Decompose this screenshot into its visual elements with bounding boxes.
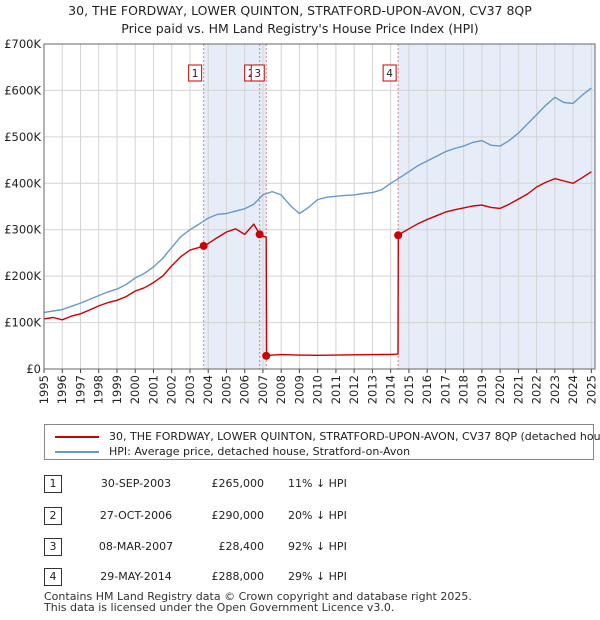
- x-tick-label: 2004: [201, 375, 215, 404]
- y-tick-label: £400K: [4, 176, 41, 190]
- x-tick-label: 2021: [511, 375, 525, 404]
- x-tick-label: 2010: [311, 375, 325, 404]
- sale-number-box: [382, 64, 397, 82]
- y-tick-label: £600K: [4, 83, 41, 97]
- legend-item-property: 30, THE FORDWAY, LOWER QUINTON, STRATFOR…: [55, 430, 600, 443]
- sale-price: £28,400: [218, 540, 265, 553]
- sale-price: £265,000: [211, 477, 265, 490]
- sale-hpi-diff: 29% ↓ HPI: [288, 570, 347, 583]
- footer-line-2: This data is licensed under the Open Gov…: [44, 601, 395, 614]
- sale-number-badge: 3: [44, 538, 62, 556]
- legend-item-hpi: HPI: Average price, detached house, Stra…: [55, 445, 410, 458]
- x-tick-label: 2020: [493, 375, 507, 404]
- y-tick-label: £500K: [4, 130, 41, 144]
- x-tick-label: 2001: [146, 375, 160, 404]
- sale-price: £290,000: [211, 509, 265, 522]
- sale-number-label: 1: [192, 68, 199, 80]
- sale-number-box: [250, 64, 265, 82]
- sale-number-badge: 1: [44, 475, 62, 493]
- sale-hpi-diff: 11% ↓ HPI: [288, 477, 347, 490]
- sale-point: [394, 231, 403, 240]
- x-tick-label: 2000: [128, 375, 142, 404]
- hpi-series-line: [43, 87, 592, 314]
- x-tick-label: 2023: [548, 375, 562, 404]
- sale-date: 29-MAY-2014: [100, 570, 172, 583]
- x-tick-label: 1996: [55, 375, 69, 404]
- x-tick-label: 2006: [238, 375, 252, 404]
- x-tick-label: 1997: [73, 375, 87, 404]
- plot-frame: [43, 43, 596, 370]
- chart-title-block: 30, THE FORDWAY, LOWER QUINTON, STRATFOR…: [0, 2, 600, 38]
- sale-point: [199, 241, 208, 250]
- footer-attribution: Contains HM Land Registry data © Crown c…: [44, 591, 472, 613]
- sale-date: 30-SEP-2003: [100, 477, 172, 490]
- sale-number-label: 4: [386, 68, 393, 80]
- sale-point: [262, 351, 271, 360]
- x-tick-label: 2008: [274, 375, 288, 404]
- sale-number-badge: 4: [44, 568, 62, 586]
- x-tick-label: 2005: [219, 375, 233, 404]
- shaded-range: [398, 44, 595, 369]
- sale-price: £288,000: [211, 570, 265, 583]
- x-tick-label: 2012: [347, 375, 361, 404]
- x-tick-label: 2002: [165, 375, 179, 404]
- x-tick-label: 2011: [329, 375, 343, 404]
- price-chart: £0 £100K £200K £300K £400K £500K £600K £700K 199…: [4, 37, 598, 404]
- legend-label-hpi: HPI: Average price, detached house, Stra…: [109, 445, 411, 458]
- x-tick-label: 2015: [402, 375, 416, 404]
- sale-point: [255, 230, 264, 239]
- sale-hpi-diff: 92% ↓ HPI: [288, 540, 347, 553]
- x-tick-label: 2003: [183, 375, 197, 404]
- x-tick-label: 1999: [110, 375, 124, 404]
- y-tick-label: £200K: [4, 269, 41, 283]
- x-tick-label: 2013: [365, 375, 379, 404]
- x-tick-label: 2025: [584, 375, 598, 404]
- x-tick-label: 2017: [438, 375, 452, 404]
- x-tick-label: 2009: [292, 375, 306, 404]
- y-tick-label: £100K: [4, 316, 41, 330]
- x-tick-label: 2019: [475, 375, 489, 404]
- chart-subtitle: Price paid vs. HM Land Registry's House …: [121, 21, 479, 36]
- shaded-range: [203, 44, 267, 369]
- property-series-line: [43, 171, 592, 357]
- sale-hpi-diff: 20% ↓ HPI: [288, 509, 347, 522]
- x-tick-label: 2007: [256, 375, 270, 404]
- y-tick-label: £700K: [4, 37, 41, 51]
- x-tick-label: 2016: [420, 375, 434, 404]
- x-tick-label: 1995: [37, 375, 51, 404]
- x-tick-label: 1998: [92, 375, 106, 404]
- sale-number-box: [188, 64, 203, 82]
- footer-line-1: Contains HM Land Registry data © Crown c…: [44, 590, 472, 603]
- chart-title: 30, THE FORDWAY, LOWER QUINTON, STRATFOR…: [68, 3, 532, 18]
- x-tick-label: 2014: [384, 375, 398, 404]
- legend-swatch-property: [55, 435, 99, 438]
- y-tick-label: £0: [26, 362, 41, 376]
- x-tick-label: 2018: [457, 375, 471, 404]
- x-tick-label: 2022: [530, 375, 544, 404]
- x-tick-label: 2024: [566, 375, 580, 404]
- sale-number-label: 3: [254, 68, 261, 80]
- legend-label-property: 30, THE FORDWAY, LOWER QUINTON, STRATFOR…: [109, 430, 600, 443]
- legend: 30, THE FORDWAY, LOWER QUINTON, STRATFOR…: [44, 424, 600, 460]
- sale-number-badge: 2: [44, 507, 62, 525]
- legend-swatch-hpi: [55, 450, 99, 453]
- y-tick-label: £300K: [4, 223, 41, 237]
- sale-date: 27-OCT-2006: [99, 509, 173, 522]
- sale-date: 08-MAR-2007: [98, 540, 174, 553]
